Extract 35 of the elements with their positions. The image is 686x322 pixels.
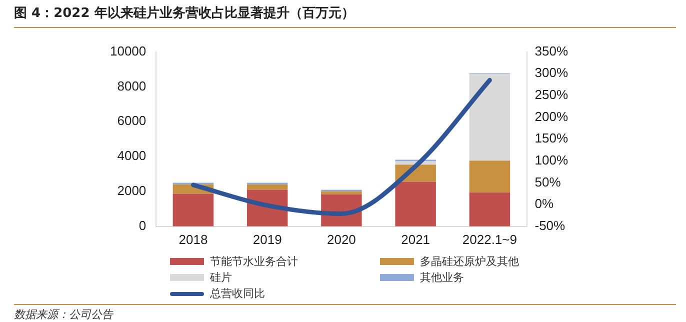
source-note: 数据来源：公司公告 (14, 307, 113, 322)
x-tick-label: 2022.1~9 (462, 232, 517, 247)
y-tick-label: 6000 (117, 113, 146, 128)
bar (246, 184, 288, 190)
y-tick-label: 0 (138, 218, 146, 233)
y-tick-label: 8000 (117, 78, 146, 94)
y2-tick-label: 0% (534, 196, 554, 212)
legend-label: 多晶硅还原炉及其他 (420, 254, 519, 269)
x-tick-label: 2021 (401, 232, 430, 247)
x-tick-label: 2019 (252, 232, 282, 247)
y2-tick-label: -50% (534, 218, 566, 233)
line-series (190, 78, 492, 216)
legend-label: 节能节水业务合计 (210, 254, 298, 269)
y-tick-label: 10000 (110, 43, 146, 58)
x-tick-label: 2018 (178, 232, 208, 247)
chart-title: 图 4：2022 年以来硅片业务营收占比显著提升（百万元） (14, 5, 354, 22)
y2-tick-label: 150% (534, 130, 568, 146)
legend-label: 硅片 (210, 270, 232, 285)
legend-label: 总营收同比 (210, 286, 265, 301)
y-tick-label: 4000 (117, 148, 146, 164)
y2-tick-label: 300% (534, 65, 568, 80)
bar (469, 74, 510, 161)
bar (469, 160, 510, 192)
bar (172, 194, 214, 226)
y2-tick-label: 250% (534, 87, 568, 102)
y2-tick-label: 350% (534, 43, 568, 58)
bar (395, 182, 436, 226)
y2-tick-label: 200% (534, 108, 568, 124)
y2-tick-label: 100% (534, 152, 568, 168)
x-tick-label: 2020 (326, 232, 356, 247)
bar (469, 192, 510, 226)
bar (321, 191, 362, 194)
y-tick-label: 2000 (117, 183, 146, 198)
legend-label: 其他业务 (420, 270, 464, 285)
y2-tick-label: 50% (534, 174, 562, 190)
